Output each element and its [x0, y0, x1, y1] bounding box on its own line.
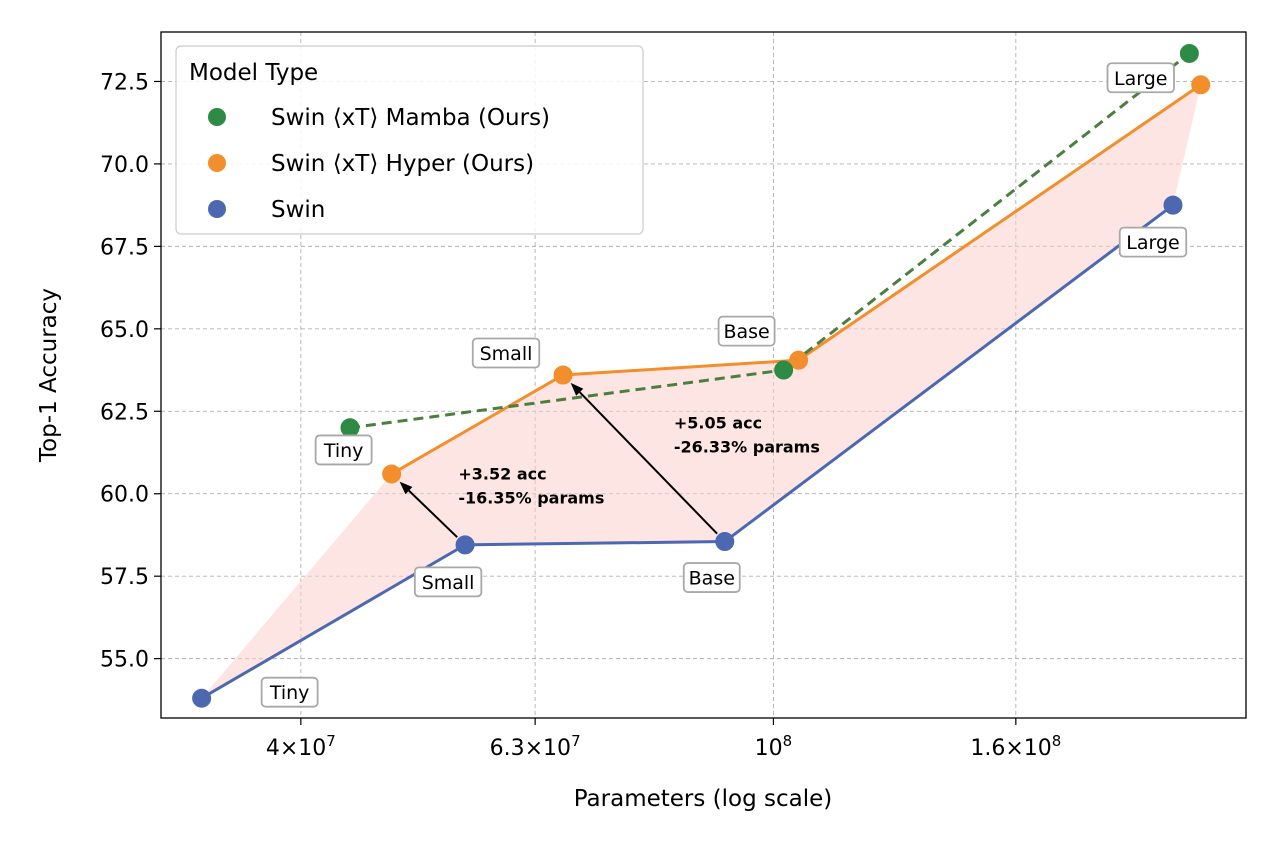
point-label: Base	[689, 568, 735, 590]
y-tick-label: 70.0	[100, 153, 149, 178]
point-swin-xt-mamba-ours	[774, 360, 794, 380]
legend-box	[175, 45, 644, 235]
plot-frame	[160, 31, 1247, 719]
point-label-box	[682, 562, 741, 593]
legend-entries: Swin ⟨xT⟩ Mamba (Ours) Swin ⟨xT⟩ Hyper (O…	[208, 105, 550, 223]
annotation-text: -26.33% params	[674, 437, 820, 456]
point-label: Tiny	[269, 682, 310, 704]
series-line-swin-xt-hyper-ours	[390, 83, 1202, 476]
y-tick-label: 60.0	[100, 483, 149, 508]
point-swin	[1163, 195, 1183, 215]
point-swin-xt-hyper-ours	[789, 350, 809, 370]
y-tick-label: 62.5	[100, 400, 149, 425]
point-label-box	[260, 676, 319, 708]
point-swin-xt-hyper-ours	[382, 464, 402, 484]
arrow-head	[570, 382, 584, 396]
x-axis-ticks: 4×107 6.3×107 108 1.6×108	[266, 718, 1061, 761]
fill-region	[201, 84, 1201, 699]
y-tick-label: 57.5	[100, 565, 149, 590]
x-tick-label: 1.6×108	[970, 732, 1061, 761]
point-label-box	[413, 566, 483, 598]
legend-title: Model Type	[189, 60, 318, 86]
point-swin-xt-mamba-ours	[1179, 43, 1199, 63]
point-label: Large	[1126, 232, 1179, 254]
data-points	[192, 43, 1211, 708]
legend-entry: Swin ⟨xT⟩ Hyper (Ours)	[271, 151, 534, 177]
legend-marker	[208, 200, 226, 218]
y-tick-label: 72.5	[100, 70, 149, 95]
annotation-texts: +3.52 acc -16.35% params +5.05 acc -26.33% …	[458, 413, 820, 507]
point-label-box	[314, 434, 373, 466]
point-label-box	[717, 315, 776, 347]
annotation-text: -16.35% params	[458, 488, 604, 507]
legend-marker	[208, 154, 226, 172]
arrow-head	[399, 481, 413, 495]
series-line-swin	[200, 203, 1174, 700]
annotation-text: +5.05 acc	[674, 413, 762, 432]
point-swin-xt-mamba-ours	[340, 418, 360, 438]
fill-between-area	[201, 84, 1201, 699]
point-label-box	[1118, 226, 1188, 258]
x-axis-label: Parameters (log scale)	[574, 786, 833, 812]
arrow-shaft	[579, 391, 718, 535]
point-swin	[715, 532, 735, 552]
legend-entry: Swin	[271, 197, 325, 223]
point-label: Tiny	[323, 440, 364, 462]
point-swin-xt-hyper-ours	[553, 365, 573, 385]
point-label: Small	[480, 343, 533, 365]
arrow-shaft	[408, 489, 458, 538]
y-axis-ticks: 55.0 57.5 60.0 62.5 65.0 67.5 70.0 72.5	[100, 70, 161, 673]
point-label-box	[471, 337, 541, 369]
point-label: Base	[723, 321, 769, 343]
x-tick-label: 108	[755, 732, 793, 761]
point-swin	[455, 535, 475, 555]
legend-marker	[208, 108, 226, 126]
point-swin-xt-hyper-ours	[1191, 75, 1211, 95]
y-tick-label: 65.0	[100, 318, 149, 343]
x-tick-label: 6.3×107	[490, 732, 581, 761]
point-label: Large	[1114, 68, 1167, 90]
legend: Model Type Swin ⟨xT⟩ Mamba (Ours)Swin ⟨x…	[175, 45, 644, 235]
point-labels: Tiny Small Base Large Tiny Small Base Large	[260, 62, 1188, 708]
annotation-text: +3.52 acc	[458, 464, 546, 483]
point-label: Small	[422, 572, 475, 594]
legend-entry: Swin ⟨xT⟩ Mamba (Ours)	[271, 105, 550, 131]
point-label-box	[1106, 62, 1175, 94]
point-swin	[192, 688, 212, 708]
y-tick-label: 67.5	[100, 235, 149, 260]
x-tick-label: 4×107	[266, 732, 336, 761]
y-axis-label: Top-1 Accuracy	[36, 288, 62, 463]
improvement-arrows	[399, 382, 718, 538]
y-tick-label: 55.0	[100, 648, 149, 673]
